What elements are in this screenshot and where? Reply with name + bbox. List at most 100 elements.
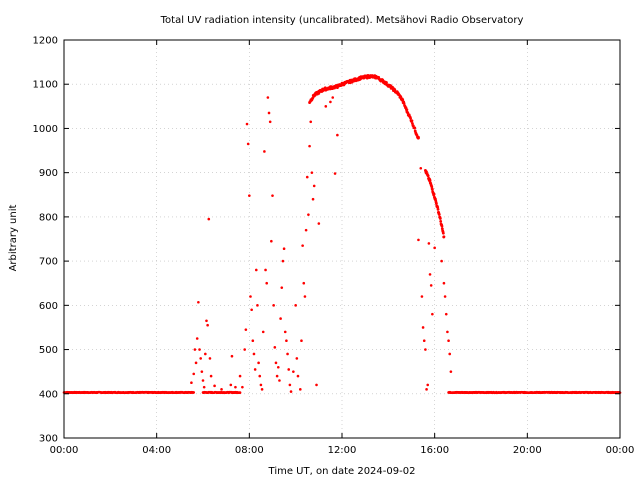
data-point [304,228,308,232]
data-point [275,374,279,378]
data-point [251,339,255,343]
data-point [207,217,211,221]
y-tick-label: 900 [39,168,58,179]
data-point [288,383,292,387]
data-point [299,388,302,391]
data-point [230,354,234,358]
data-point [200,370,204,373]
data-point [248,194,251,197]
x-tick-label: 00:00 [50,445,79,456]
data-point [424,348,427,351]
data-point [406,111,410,115]
data-point [336,133,339,137]
data-point [429,284,433,287]
data-point [238,374,242,378]
data-point [301,244,304,247]
data-point [427,242,431,245]
data-point [238,391,242,394]
data-point [271,194,274,197]
data-point [305,175,309,179]
data-point [253,368,257,371]
data-point [436,207,440,211]
data-point [446,330,449,334]
data-point [246,142,250,146]
data-point [256,304,259,307]
y-tick-label: 500 [39,345,58,356]
y-tick-label: 300 [39,434,58,445]
data-point [425,388,428,391]
data-point [192,391,196,394]
data-point [258,374,262,378]
data-point [333,172,337,175]
data-point [417,238,420,242]
data-point [438,217,442,220]
data-point [234,385,237,389]
data-point [257,361,260,365]
data-point [197,300,200,304]
data-point [263,150,266,153]
x-tick-label: 04:00 [142,445,171,456]
data-point [254,268,258,272]
data-point [405,108,409,112]
data-point [315,383,318,387]
data-point [264,268,267,272]
data-point [283,330,287,334]
data-point [296,374,300,378]
data-point [250,308,253,312]
data-point [205,319,208,323]
data-point [278,379,281,382]
data-point [449,370,453,373]
data-point [272,304,275,307]
data-point [426,383,430,387]
data-point [265,281,269,285]
data-point [410,119,414,123]
data-point [289,390,293,393]
data-point [308,144,311,148]
data-point [312,184,316,188]
data-point [428,178,432,182]
data-point [252,352,256,356]
data-point [268,120,272,124]
data-point [261,330,265,334]
data-points [62,74,622,395]
data-point [331,96,335,99]
data-point [285,339,288,343]
data-point [295,357,299,360]
data-point [266,96,270,99]
data-point [244,328,248,331]
data-point [276,365,280,369]
x-tick-label: 00:00 [606,445,635,456]
chart-title: Total UV radiation intensity (uncalibrat… [160,15,524,26]
data-point [195,337,199,340]
data-point [413,126,417,130]
data-point [440,259,443,263]
data-point [442,235,446,239]
data-point [213,384,216,388]
data-point [267,111,271,115]
x-tick-label: 20:00 [513,445,542,456]
y-tick-label: 600 [39,301,58,312]
y-tick-label: 700 [39,257,58,268]
data-point [447,339,450,343]
data-point [399,95,403,99]
data-point [204,352,207,356]
data-point [442,281,446,285]
data-point [428,273,432,276]
data-point [193,348,197,351]
data-point [229,383,233,387]
data-point [421,326,425,329]
data-point [270,239,273,243]
data-point [401,98,405,102]
data-point [287,368,291,371]
data-point [303,295,307,298]
data-point [273,346,277,349]
data-point [302,281,306,285]
data-point [440,224,444,228]
data-point [292,370,295,373]
data-point [249,295,252,298]
y-tick-label: 800 [39,212,58,223]
data-point [311,197,315,201]
x-tick-label: 08:00 [235,445,264,456]
data-point [417,136,420,140]
